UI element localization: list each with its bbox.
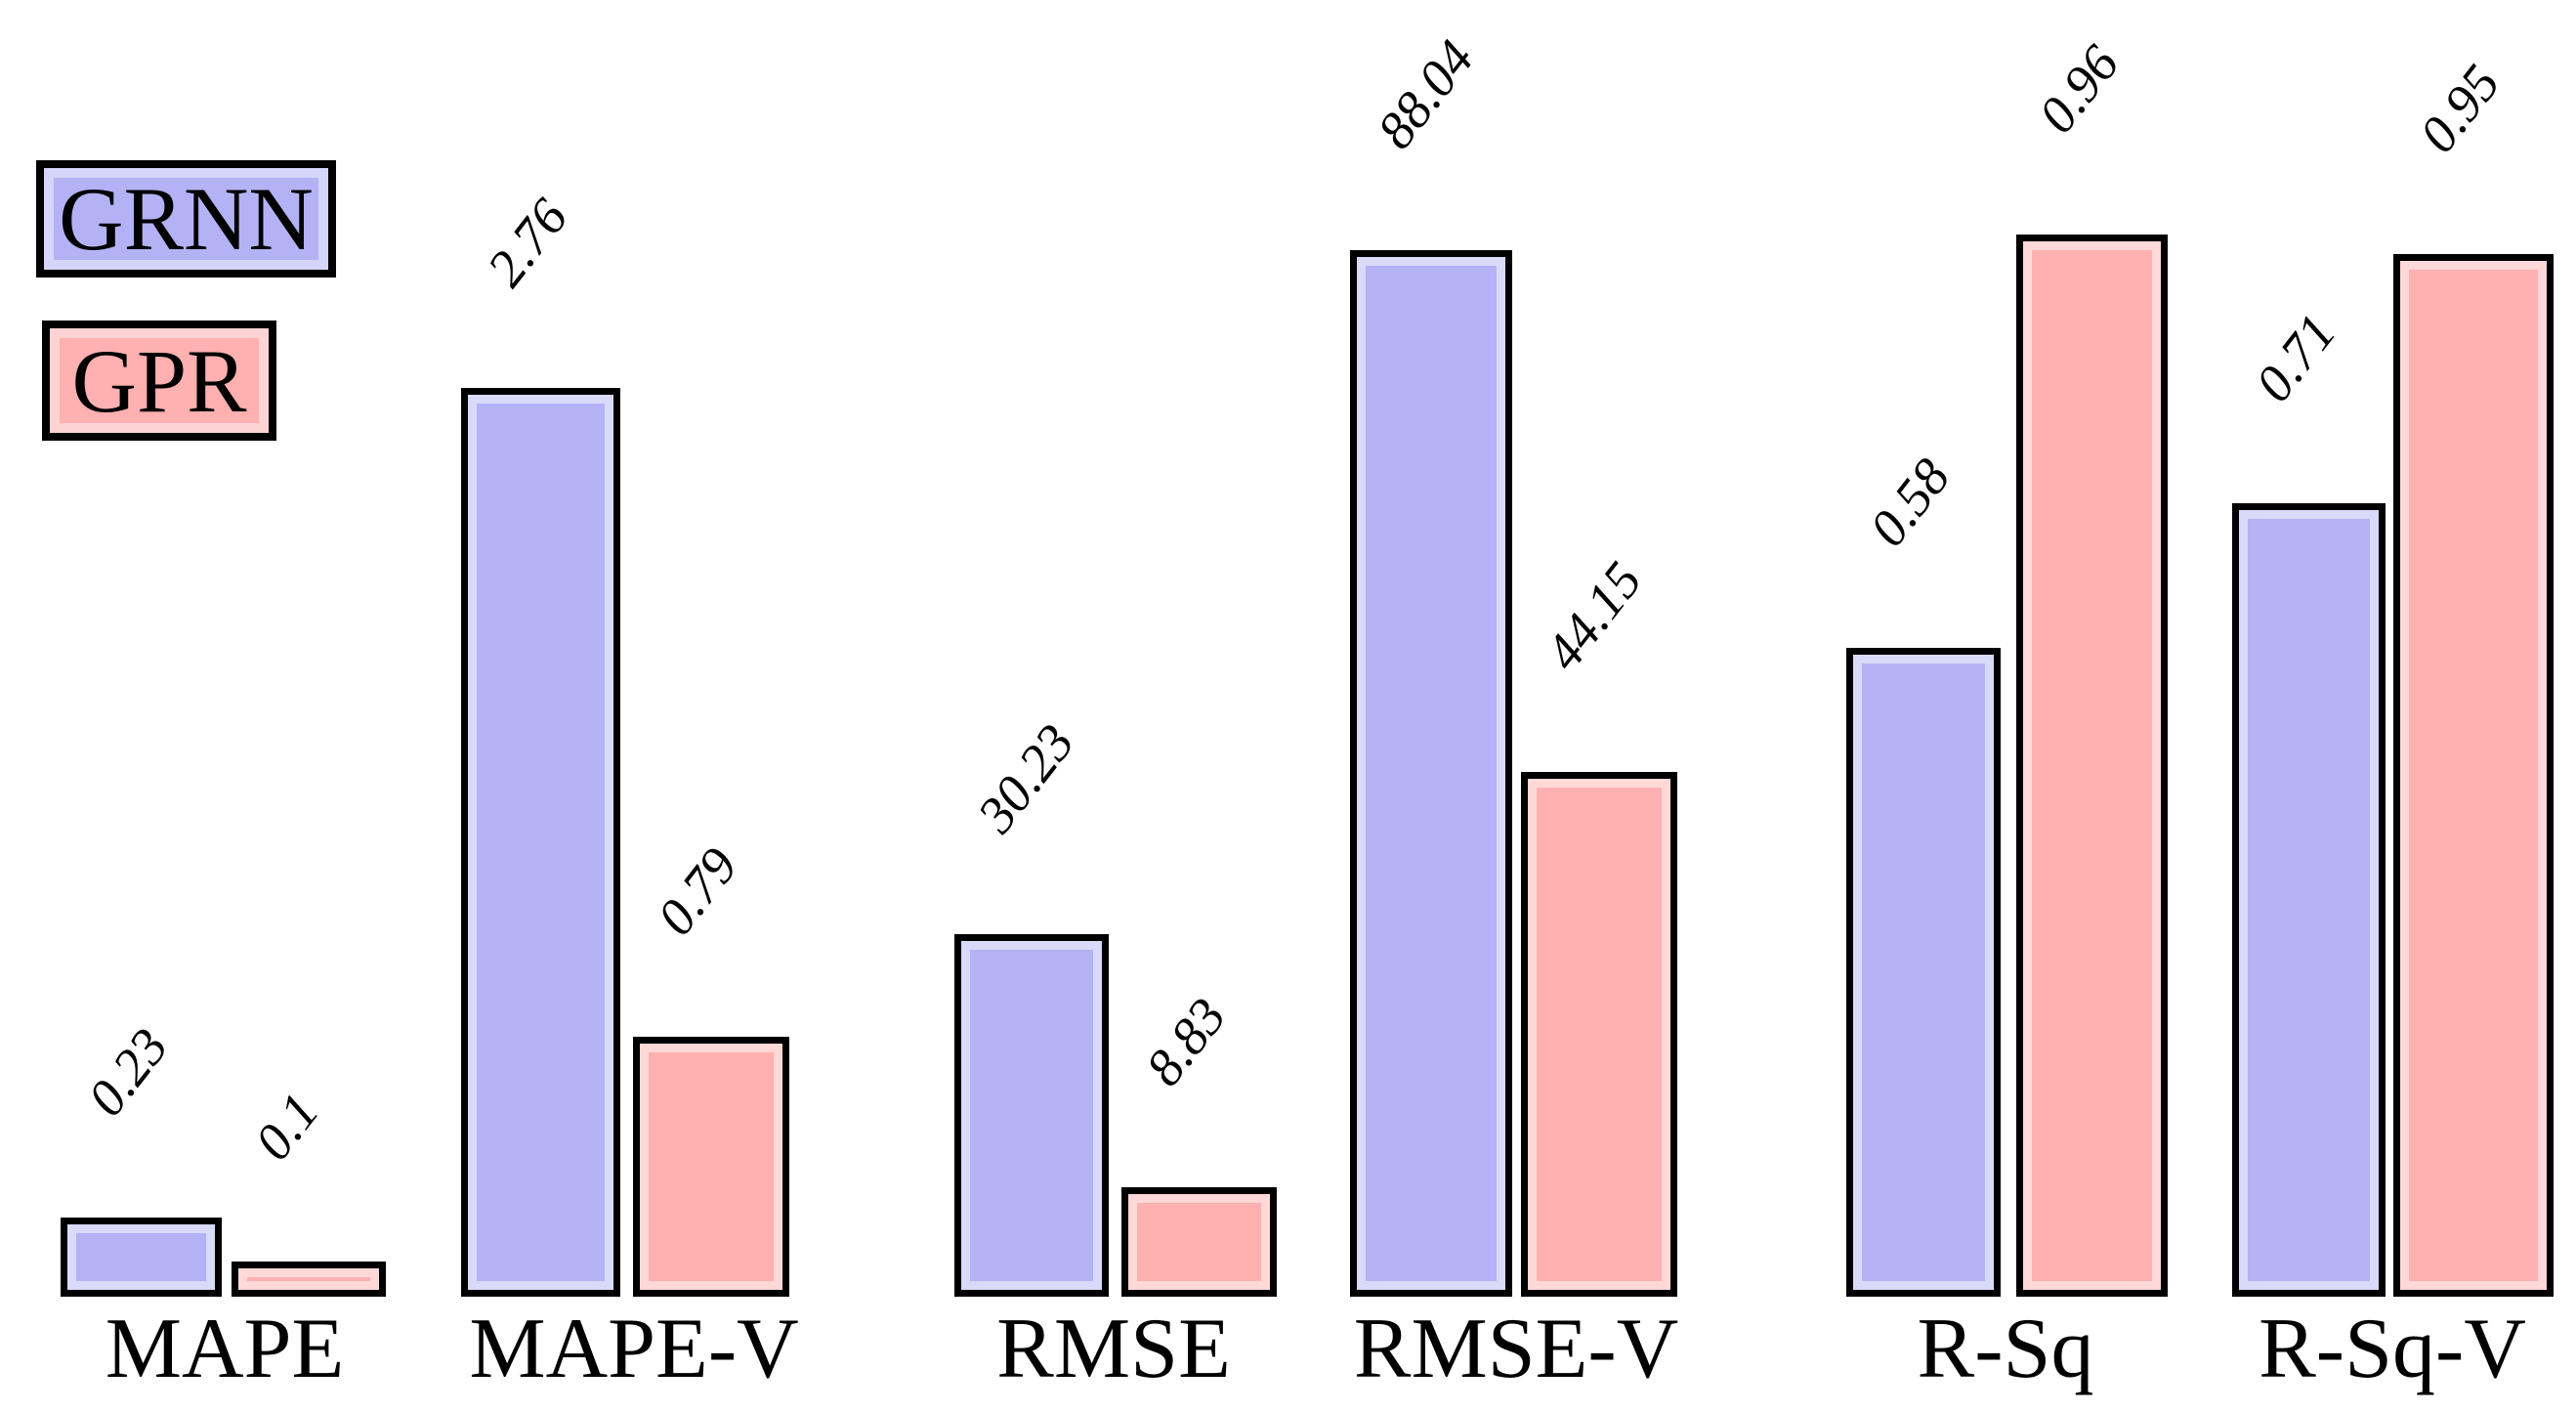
bar-grnn-mape [61, 1218, 222, 1297]
bar-value-label-gpr-r-sq-v: 0.95 [2408, 54, 2512, 163]
bar-gpr-r-sq [2016, 235, 2168, 1297]
category-label-mape-v: MAPE-V [469, 1302, 799, 1396]
bar-gpr-r-sq-v [2393, 254, 2554, 1297]
bar-grnn-rmse [954, 934, 1109, 1297]
bar-value-label-grnn-r-sq-v: 0.71 [2243, 303, 2347, 412]
category-label-rmse-v: RMSE-V [1353, 1302, 1679, 1396]
bar-grnn-r-sq [1846, 648, 2001, 1297]
bar-value-label-gpr-rmse-v: 44.15 [1534, 551, 1654, 681]
category-label-r-sq: R-Sq [1917, 1302, 2094, 1396]
bar-grnn-rmse-v [1350, 250, 1512, 1297]
bar-gpr-rmse-v [1521, 772, 1677, 1297]
legend-item-grnn: GRNN [36, 160, 336, 278]
bar-value-label-grnn-rmse-v: 88.04 [1366, 29, 1486, 159]
bar-gpr-mape-v [633, 1037, 789, 1297]
bar-value-label-grnn-mape: 0.23 [75, 1017, 180, 1127]
bar-value-label-gpr-mape: 0.1 [243, 1082, 330, 1171]
bar-gpr-mape [232, 1262, 386, 1297]
bar-value-label-gpr-rmse: 8.83 [1133, 987, 1238, 1096]
bar-grnn-mape-v [461, 388, 620, 1297]
category-label-r-sq-v: R-Sq-V [2259, 1302, 2526, 1396]
bar-value-label-gpr-r-sq: 0.96 [2026, 34, 2131, 144]
bar-grnn-r-sq-v [2232, 503, 2386, 1297]
bar-value-label-grnn-rmse: 30.23 [966, 713, 1086, 843]
bar-value-label-grnn-r-sq: 0.58 [1858, 448, 1962, 557]
legend-label-grnn: GRNN [59, 169, 314, 269]
bar-value-label-grnn-mape-v: 2.76 [475, 188, 579, 297]
bar-value-label-gpr-mape-v: 0.79 [646, 836, 749, 946]
bar-gpr-rmse [1121, 1187, 1277, 1297]
legend-label-gpr: GPR [71, 330, 247, 431]
legend-item-gpr: GPR [42, 321, 276, 441]
category-label-rmse: RMSE [996, 1302, 1231, 1396]
category-label-mape: MAPE [105, 1302, 345, 1396]
